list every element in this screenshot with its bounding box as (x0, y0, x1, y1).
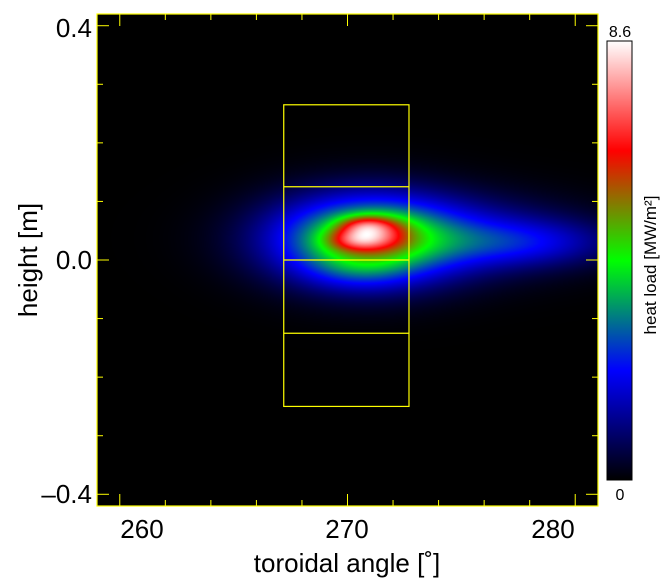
y-tick-label-0.4: 0.4 (56, 13, 92, 43)
y-tick-label-0.0: 0.0 (56, 245, 92, 275)
x-tick-label-260: 260 (120, 514, 163, 544)
x-tick-label-270: 270 (325, 514, 368, 544)
axis-ticks (97, 14, 598, 506)
x-tick-label-280: 280 (531, 514, 574, 544)
y-tick-label-neg-0.4: –0.4 (41, 479, 92, 509)
colorbar-label: heat load [MW/m²] (641, 196, 660, 335)
colorbar-max-label: 8.6 (609, 24, 631, 41)
colorbar-min-label: 0 (616, 487, 625, 504)
tile-outlines (283, 104, 410, 408)
y-axis-label: height [m] (13, 203, 43, 317)
colorbar (606, 40, 633, 481)
x-axis-label: toroidal angle [˚] (254, 548, 440, 578)
tile-outline-0 (283, 104, 410, 408)
